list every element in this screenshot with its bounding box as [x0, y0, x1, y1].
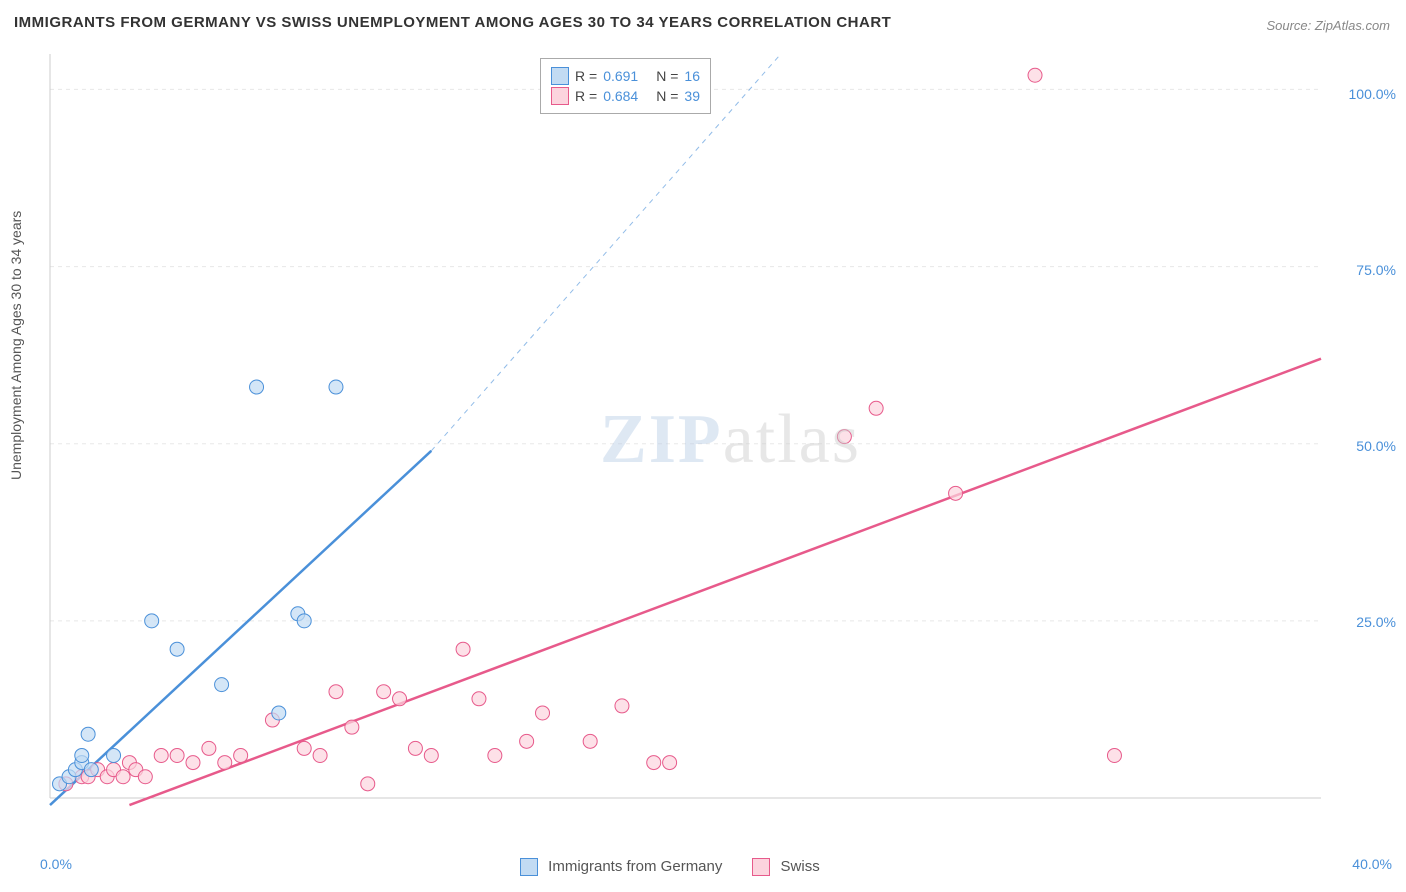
stats-row-swiss: R = 0.684 N = 39: [551, 87, 700, 105]
plot-area: [45, 54, 1381, 828]
swatch-swiss-icon: [551, 87, 569, 105]
xtick-40: 40.0%: [1352, 856, 1392, 872]
source-label: Source: ZipAtlas.com: [1266, 18, 1390, 33]
legend-label-germany: Immigrants from Germany: [548, 858, 722, 875]
ytick-50: 50.0%: [1356, 438, 1396, 454]
n-germany: 16: [684, 68, 700, 84]
swatch-germany-icon: [551, 67, 569, 85]
n-label: N =: [656, 68, 678, 84]
yaxis-label: Unemployment Among Ages 30 to 34 years: [8, 211, 24, 480]
r-germany: 0.691: [603, 68, 638, 84]
legend-item-germany: Immigrants from Germany: [520, 858, 722, 876]
ytick-75: 75.0%: [1356, 262, 1396, 278]
r-label2: R =: [575, 88, 597, 104]
xtick-0: 0.0%: [40, 856, 72, 872]
chart-title: IMMIGRANTS FROM GERMANY VS SWISS UNEMPLO…: [14, 14, 891, 31]
scatter-svg: [45, 54, 1381, 828]
r-label: R =: [575, 68, 597, 84]
bottom-legend: Immigrants from Germany Swiss: [520, 858, 820, 876]
ytick-25: 25.0%: [1356, 614, 1396, 630]
swatch-swiss-icon: [752, 858, 770, 876]
r-swiss: 0.684: [603, 88, 638, 104]
stats-legend-box: R = 0.691 N = 16 R = 0.684 N = 39: [540, 58, 711, 114]
n-label2: N =: [656, 88, 678, 104]
legend-item-swiss: Swiss: [752, 858, 819, 876]
stats-row-germany: R = 0.691 N = 16: [551, 67, 700, 85]
legend-label-swiss: Swiss: [781, 858, 820, 875]
swatch-germany-icon: [520, 858, 538, 876]
ytick-100: 100.0%: [1349, 86, 1396, 102]
n-swiss: 39: [684, 88, 700, 104]
